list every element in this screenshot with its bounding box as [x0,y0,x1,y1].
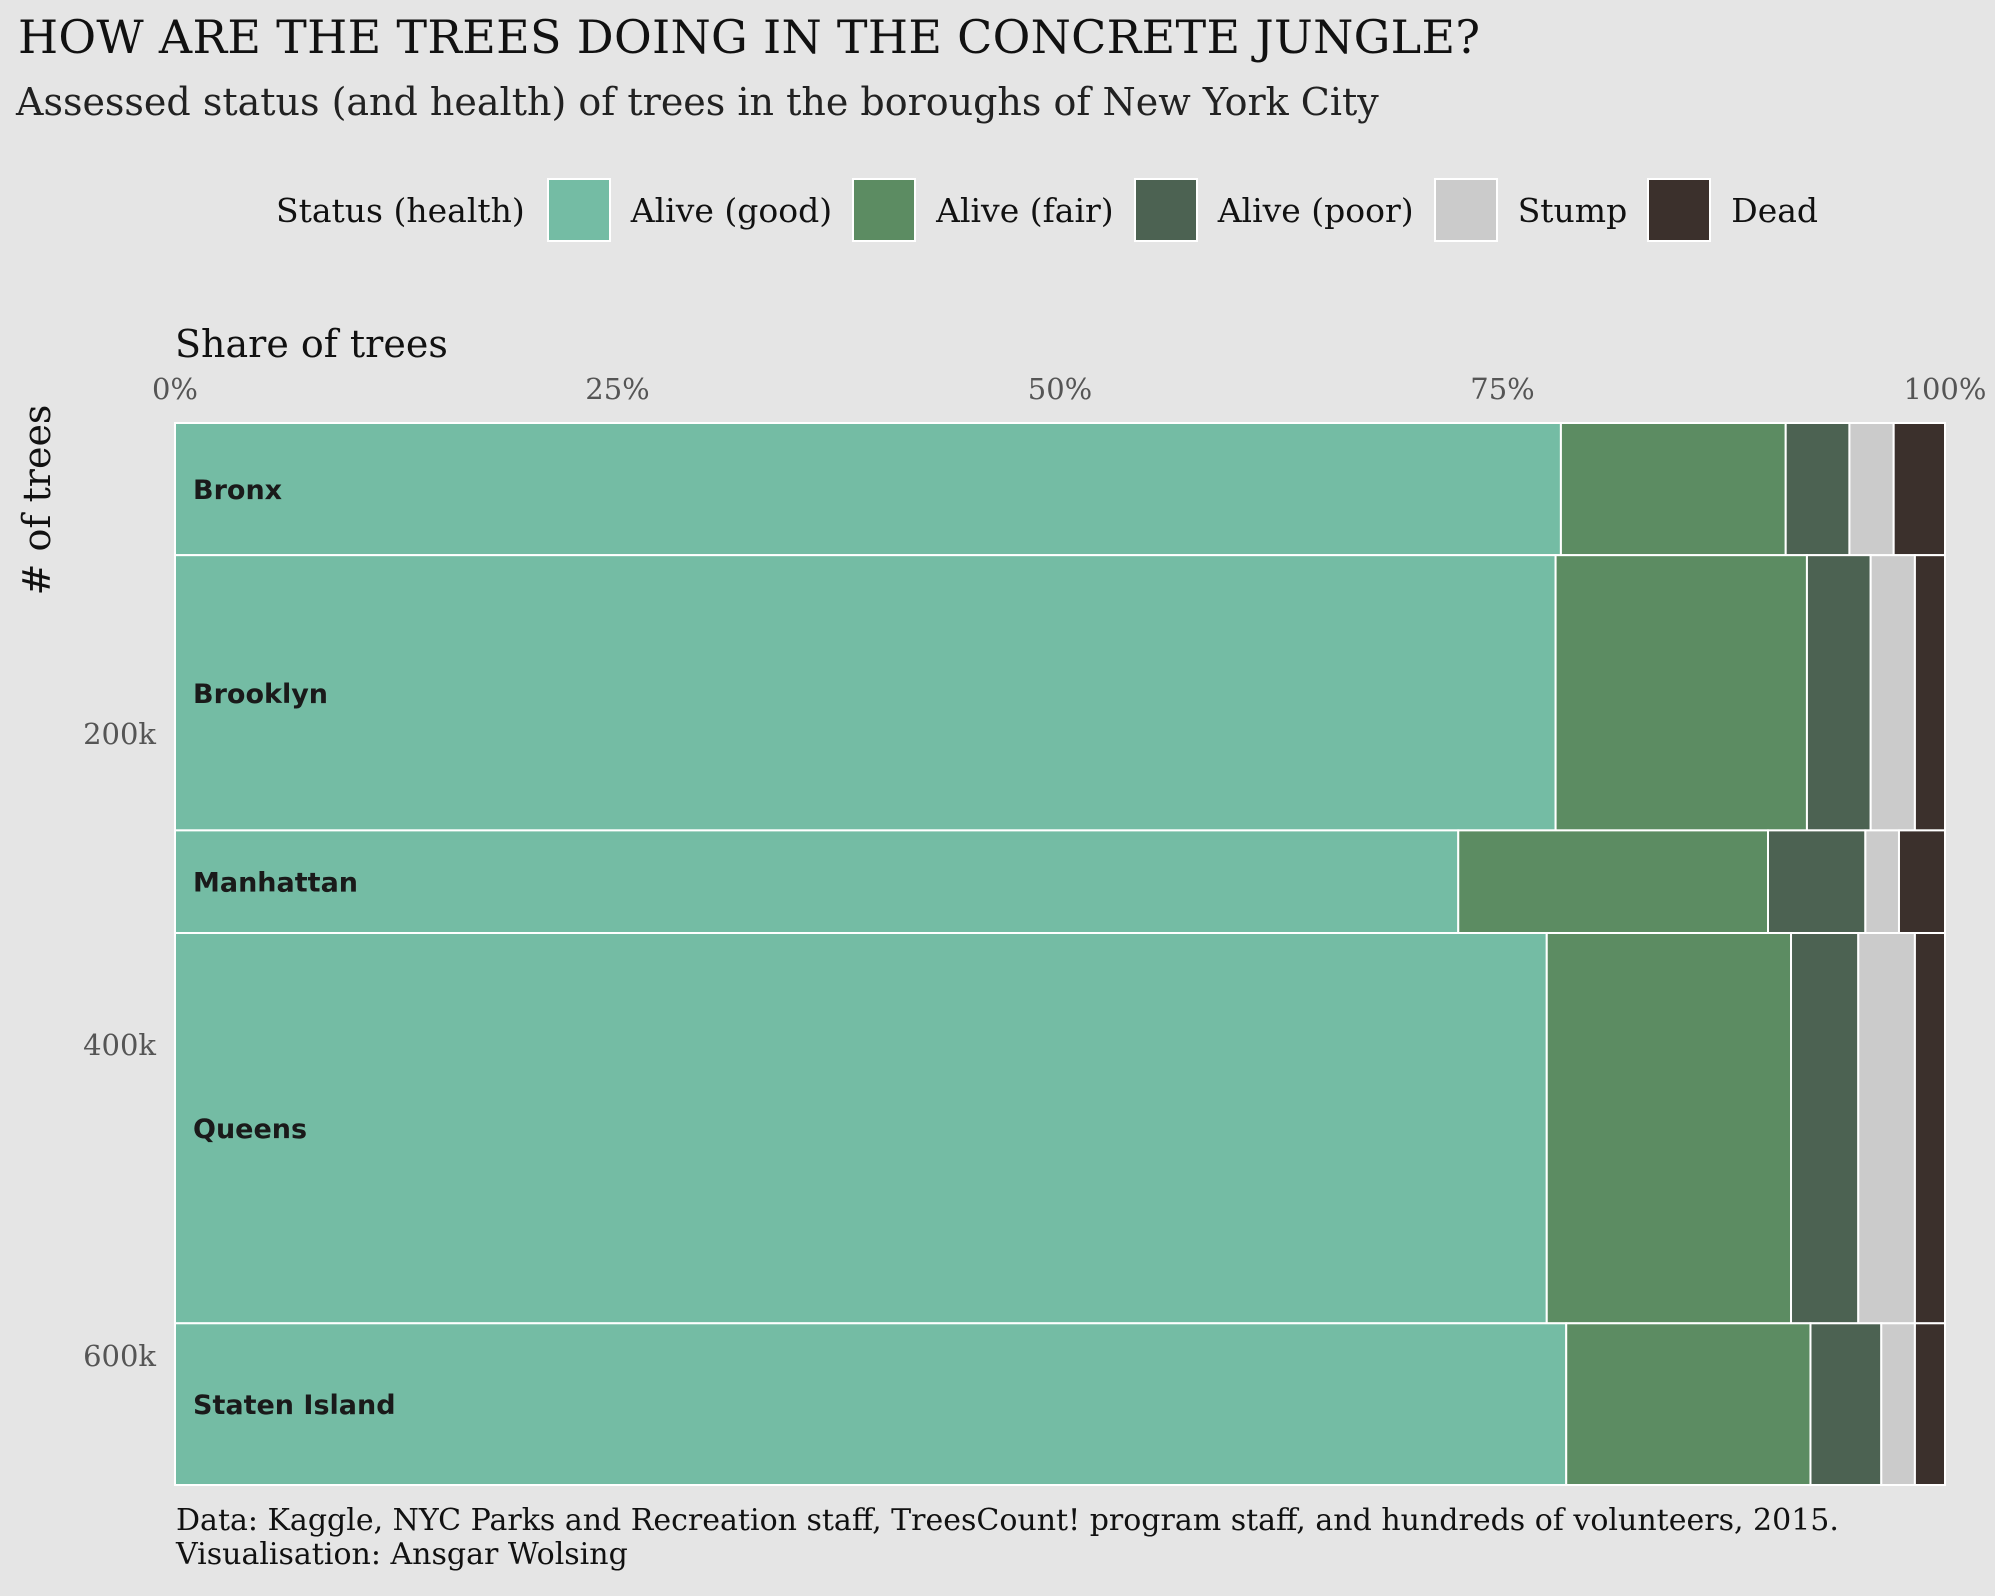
bar-segment-manhattan-alive-good [174,829,1460,935]
bar-segment-queens-dead [1913,932,1947,1325]
bar-segment-queens-alive-fair [1545,932,1793,1325]
legend-swatch-dead [1647,178,1712,242]
x-tick-label-0: 0% [152,372,198,406]
bar-segment-bronx-alive-fair [1559,422,1787,557]
bar-label-bronx: Bronx [193,475,282,506]
bar-segment-manhattan-dead [1897,829,1946,935]
legend-item-alive-fair: Alive (fair) [852,178,1114,242]
bar-segment-queens-stump [1857,932,1916,1325]
bar-segment-bronx-stump [1848,422,1895,557]
bar-segment-staten-island-alive-fair [1565,1322,1812,1487]
bar-segment-bronx-dead [1892,422,1947,557]
bar-segments [174,422,1947,1487]
bar-segment-staten-island-stump [1880,1322,1916,1487]
bar-segment-bronx-alive-good [174,422,1562,557]
bar-segment-manhattan-alive-poor [1767,829,1867,935]
legend-label-alive-fair: Alive (fair) [936,190,1114,230]
legend-label-alive-good: Alive (good) [630,190,833,230]
legend-label-stump: Stump [1517,190,1628,230]
x-axis-title: Share of trees [175,322,448,366]
bar-segment-queens-alive-good [174,932,1548,1325]
legend-item-alive-poor: Alive (poor) [1133,178,1414,242]
legend-item-dead: Dead [1647,178,1818,242]
bar-labels: Bronx Brooklyn Manhattan Queens Staten Islan… [193,475,396,1421]
chart-subtitle: Assessed status (and health) of trees in… [16,80,1379,124]
x-tick-label-3: 75% [1470,372,1534,406]
y-axis-ticks: 200k 400k 600k [83,717,156,1373]
bar-segment-brooklyn-alive-poor [1805,554,1872,832]
bar-segment-queens-alive-poor [1790,932,1860,1325]
y-tick-label-1: 400k [83,1028,156,1062]
legend-swatch-alive-fair [852,178,917,242]
bar-label-brooklyn: Brooklyn [193,679,328,710]
bar-segment-staten-island-alive-good [174,1322,1568,1487]
footer-source: Data: Kaggle, NYC Parks and Recreation s… [176,1503,1839,1538]
legend: Status (health) Alive (good) Alive (fair… [276,177,1838,243]
bar-segment-bronx-alive-poor [1784,422,1851,557]
bar-label-manhattan: Manhattan [193,868,358,899]
bar-label-staten-island: Staten Island [193,1390,396,1421]
bar-segment-staten-island-dead [1913,1322,1947,1487]
bar-segment-brooklyn-stump [1869,554,1916,832]
legend-item-alive-good: Alive (good) [546,178,833,242]
footer: Data: Kaggle, NYC Parks and Recreation s… [176,1504,1839,1572]
legend-item-stump: Stump [1433,178,1628,242]
x-tick-label-1: 25% [585,372,649,406]
legend-swatch-alive-poor [1133,178,1198,242]
x-tick-label-2: 50% [1028,372,1092,406]
legend-title: Status (health) [276,190,525,230]
bar-segment-manhattan-stump [1864,829,1900,935]
y-axis-title: # of trees [15,405,59,596]
y-tick-label-2: 600k [83,1339,156,1373]
legend-label-dead: Dead [1731,190,1819,230]
x-axis-ticks: 0% 25% 50% 75% 100% [152,372,1986,406]
chart-title: HOW ARE THE TREES DOING IN THE CONCRETE … [18,10,1481,64]
x-tick-label-4: 100% [1904,372,1987,406]
bar-segment-brooklyn-alive-good [174,554,1557,832]
bar-label-queens: Queens [193,1114,307,1145]
bar-segment-brooklyn-dead [1913,554,1947,832]
legend-label-alive-poor: Alive (poor) [1217,190,1414,230]
y-tick-label-0: 200k [83,717,156,751]
bar-segment-brooklyn-alive-fair [1554,554,1808,832]
bar-segment-staten-island-alive-poor [1809,1322,1883,1487]
legend-swatch-alive-good [546,178,611,242]
bar-segment-manhattan-alive-fair [1457,829,1769,935]
footer-credit: Visualisation: Ansgar Wolsing [176,1537,628,1572]
legend-swatch-stump [1433,178,1498,242]
